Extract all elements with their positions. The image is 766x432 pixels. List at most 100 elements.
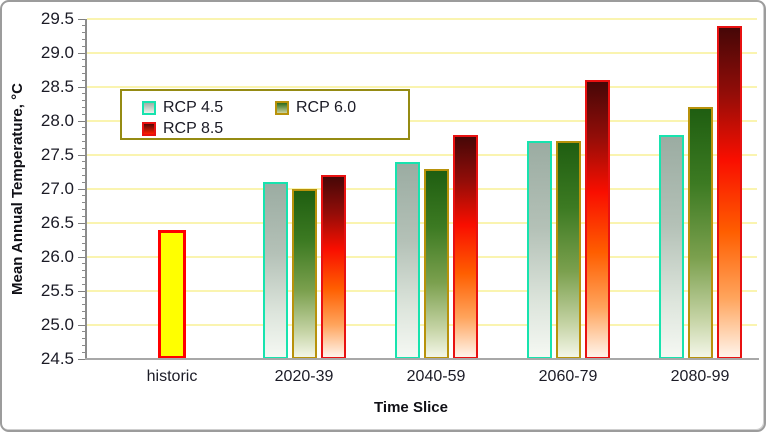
gridline — [87, 52, 757, 54]
y-axis-tick-label: 26.5 — [40, 213, 74, 232]
y-tick — [82, 32, 86, 34]
bar-rcp60-2080-99 — [687, 107, 713, 359]
y-tick — [82, 59, 86, 61]
y-tick — [78, 120, 86, 122]
y-tick — [82, 147, 86, 149]
y-tick — [82, 134, 86, 136]
y-tick — [82, 106, 86, 108]
y-axis-tick-label: 26.0 — [40, 247, 74, 266]
gridline — [87, 86, 757, 88]
y-tick — [82, 181, 86, 183]
x-axis-category-label: historic — [146, 368, 198, 385]
y-tick — [82, 344, 86, 346]
gridline — [87, 188, 757, 190]
legend-item-rcp85: RCP 8.5 — [142, 119, 288, 137]
legend-row: RCP 8.5 — [142, 118, 408, 139]
y-tick — [82, 249, 86, 251]
y-tick — [78, 222, 86, 224]
bar-rcp85-2040-59 — [452, 134, 478, 359]
y-tick — [78, 86, 86, 88]
x-axis-category-label: 2040-59 — [406, 368, 466, 385]
y-axis-tick-label: 28.5 — [40, 77, 74, 96]
y-tick — [78, 290, 86, 292]
y-tick — [82, 127, 86, 129]
y-tick — [82, 45, 86, 47]
gridline — [87, 154, 757, 156]
y-tick — [82, 38, 86, 40]
y-tick — [82, 229, 86, 231]
y-tick — [82, 297, 86, 299]
y-tick — [82, 304, 86, 306]
bar-rcp60-2060-79 — [555, 141, 581, 359]
bar-rcp45-2080-99 — [658, 134, 684, 359]
y-axis-tick-label: 27.5 — [40, 145, 74, 164]
y-tick — [82, 161, 86, 163]
legend-row: RCP 4.5 RCP 6.0 — [142, 97, 408, 118]
y-tick — [82, 270, 86, 272]
y-tick — [82, 113, 86, 115]
y-tick — [82, 66, 86, 68]
y-tick — [82, 208, 86, 210]
gridline — [87, 120, 757, 122]
y-tick — [82, 351, 86, 353]
bar-rcp45-2020-39 — [262, 182, 288, 359]
y-axis-tick-label: 29.0 — [40, 43, 74, 62]
y-tick — [82, 283, 86, 285]
y-tick — [78, 18, 86, 20]
y-tick — [82, 72, 86, 74]
legend: RCP 4.5 RCP 6.0 RCP 8.5 — [120, 89, 410, 140]
legend-swatch-rcp45-icon — [142, 100, 156, 115]
bar-rcp85-2020-39 — [320, 175, 346, 359]
y-axis-line — [85, 19, 87, 360]
bar-rcp60-2040-59 — [423, 168, 449, 359]
y-axis-tick-label: 28.0 — [40, 111, 74, 130]
y-tick — [82, 310, 86, 312]
legend-swatch-rcp85-icon — [142, 121, 156, 136]
y-tick — [78, 358, 86, 360]
x-axis-title: Time Slice — [374, 399, 448, 416]
bar-historic-historic — [158, 229, 186, 359]
x-axis-category-label: 2020-39 — [274, 368, 334, 385]
y-tick — [82, 100, 86, 102]
y-axis-tick-label: 29.5 — [40, 9, 74, 28]
y-tick — [82, 93, 86, 95]
y-tick — [82, 338, 86, 340]
bar-rcp60-2020-39 — [291, 189, 317, 359]
y-tick — [82, 79, 86, 81]
y-axis-tick-label: 27.0 — [40, 179, 74, 198]
bar-rcp85-2060-79 — [584, 80, 610, 359]
y-tick — [82, 331, 86, 333]
y-tick — [78, 52, 86, 54]
bar-rcp45-2040-59 — [394, 161, 420, 359]
gridline — [87, 222, 757, 224]
y-tick — [82, 317, 86, 319]
y-tick — [78, 154, 86, 156]
y-axis-title: Mean Annual Temperature, °C — [9, 83, 26, 295]
gridline — [87, 290, 757, 292]
legend-label-rcp60: RCP 6.0 — [296, 98, 357, 116]
gridline — [87, 256, 757, 258]
y-axis-tick-label: 24.5 — [40, 349, 74, 368]
y-tick — [82, 215, 86, 217]
y-tick — [82, 202, 86, 204]
y-tick — [82, 140, 86, 142]
y-tick — [78, 188, 86, 190]
legend-label-rcp45: RCP 4.5 — [163, 98, 224, 116]
legend-label-rcp85: RCP 8.5 — [163, 119, 224, 137]
y-tick — [82, 25, 86, 27]
y-tick — [78, 256, 86, 258]
bar-rcp85-2080-99 — [716, 25, 742, 359]
y-tick — [82, 236, 86, 238]
y-tick — [82, 263, 86, 265]
x-axis-category-label: 2080-99 — [670, 368, 730, 385]
y-axis-tick-label: 25.0 — [40, 315, 74, 334]
legend-item-rcp45: RCP 4.5 — [142, 98, 275, 116]
x-axis-category-label: 2060-79 — [538, 368, 598, 385]
y-tick — [82, 174, 86, 176]
y-tick — [82, 242, 86, 244]
y-tick — [82, 168, 86, 170]
x-axis-line — [85, 358, 759, 360]
legend-swatch-rcp60-icon — [275, 100, 289, 115]
